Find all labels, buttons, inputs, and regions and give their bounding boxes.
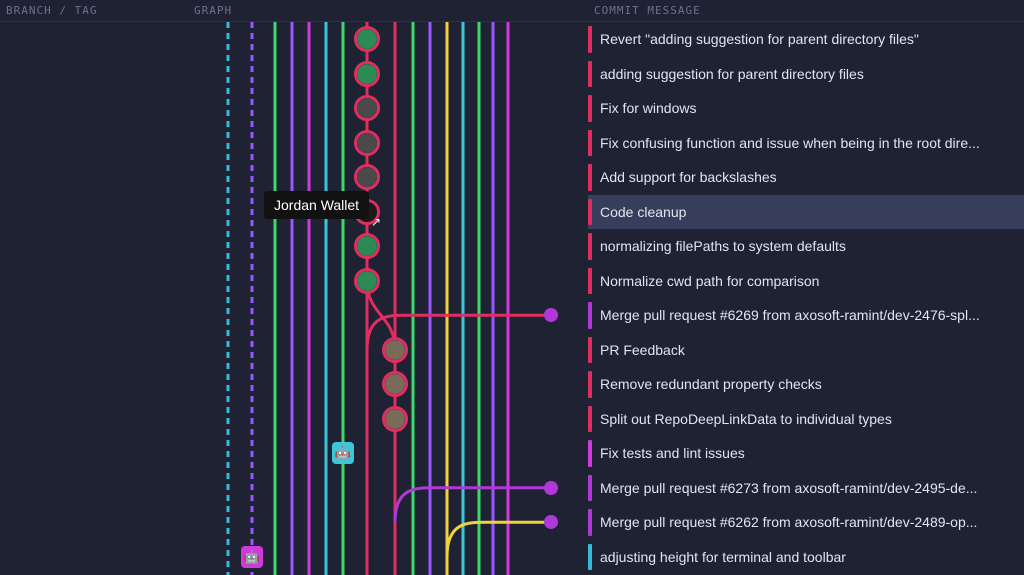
commit-color-bar [588,544,592,571]
commit-message-text: Merge pull request #6269 from axosoft-ra… [600,307,980,323]
commit-color-bar [588,199,592,226]
merge-commit-dot[interactable] [544,308,558,322]
commit-row[interactable]: Fix tests and lint issues [588,436,1024,471]
commit-row[interactable]: Fix confusing function and issue when be… [588,126,1024,161]
author-tooltip: Jordan Wallet [264,191,369,219]
commit-message-text: Normalize cwd path for comparison [600,273,819,289]
commit-message-text: Revert "adding suggestion for parent dir… [600,31,919,47]
commit-row[interactable]: Fix for windows [588,91,1024,126]
commit-color-bar [588,509,592,536]
commit-color-bar [588,95,592,122]
commit-avatar[interactable] [354,26,380,52]
commit-row[interactable]: Merge pull request #6273 from axosoft-ra… [588,471,1024,506]
commit-message-text: PR Feedback [600,342,685,358]
commit-color-bar [588,164,592,191]
commit-color-bar [588,233,592,260]
commit-message-text: Fix for windows [600,100,696,116]
commit-avatar[interactable] [354,130,380,156]
commit-row[interactable]: Merge pull request #6262 from axosoft-ra… [588,505,1024,540]
bot-commit-icon[interactable]: 🤖 [241,546,263,568]
commit-color-bar [588,302,592,329]
commit-avatar[interactable] [354,61,380,87]
commit-row[interactable]: Add support for backslashes [588,160,1024,195]
merge-commit-dot[interactable] [544,481,558,495]
content-area: Revert "adding suggestion for parent dir… [0,22,1024,575]
commit-message-text: Split out RepoDeepLinkData to individual… [600,411,892,427]
commit-row[interactable]: Merge pull request #6269 from axosoft-ra… [588,298,1024,333]
commit-list: Revert "adding suggestion for parent dir… [588,22,1024,575]
commit-avatar[interactable] [354,233,380,259]
commit-color-bar [588,130,592,157]
commit-row[interactable]: adjusting height for terminal and toolba… [588,540,1024,575]
commit-message-text: Merge pull request #6262 from axosoft-ra… [600,514,977,530]
commit-color-bar [588,61,592,88]
commit-avatar[interactable] [354,164,380,190]
commit-row[interactable]: PR Feedback [588,333,1024,368]
commit-avatar[interactable] [382,337,408,363]
commit-message-text: Fix confusing function and issue when be… [600,135,980,151]
commit-message-text: Merge pull request #6273 from axosoft-ra… [600,480,977,496]
commit-color-bar [588,371,592,398]
commit-message-text: Fix tests and lint issues [600,445,745,461]
commit-message-text: adding suggestion for parent directory f… [600,66,864,82]
commit-row[interactable]: Remove redundant property checks [588,367,1024,402]
commit-row[interactable]: normalizing filePaths to system defaults [588,229,1024,264]
bot-commit-icon[interactable]: 🤖 [332,442,354,464]
commit-color-bar [588,406,592,433]
commit-row[interactable]: Revert "adding suggestion for parent dir… [588,22,1024,57]
commit-message-text: Remove redundant property checks [600,376,822,392]
header-commit-message: COMMIT MESSAGE [588,0,1024,21]
commit-avatar[interactable] [382,406,408,432]
commit-color-bar [588,440,592,467]
commit-message-text: Add support for backslashes [600,169,777,185]
commit-avatar[interactable] [354,95,380,121]
column-headers: BRANCH / TAG GRAPH COMMIT MESSAGE [0,0,1024,22]
commit-message-text: adjusting height for terminal and toolba… [600,549,846,565]
commit-row[interactable]: adding suggestion for parent directory f… [588,57,1024,92]
header-graph: GRAPH [188,0,588,21]
commit-color-bar [588,268,592,295]
commit-color-bar [588,475,592,502]
commit-color-bar [588,26,592,53]
commit-row[interactable]: Split out RepoDeepLinkData to individual… [588,402,1024,437]
commit-message-text: Code cleanup [600,204,686,220]
commit-avatar[interactable] [354,268,380,294]
header-branch-tag: BRANCH / TAG [0,0,188,21]
commit-color-bar [588,337,592,364]
commit-row[interactable]: Code cleanup [588,195,1024,230]
commit-graph [0,22,588,575]
merge-commit-dot[interactable] [544,515,558,529]
commit-message-text: normalizing filePaths to system defaults [600,238,846,254]
commit-row[interactable]: Normalize cwd path for comparison [588,264,1024,299]
mouse-cursor-icon: ↖ [371,215,381,229]
commit-avatar[interactable] [382,371,408,397]
